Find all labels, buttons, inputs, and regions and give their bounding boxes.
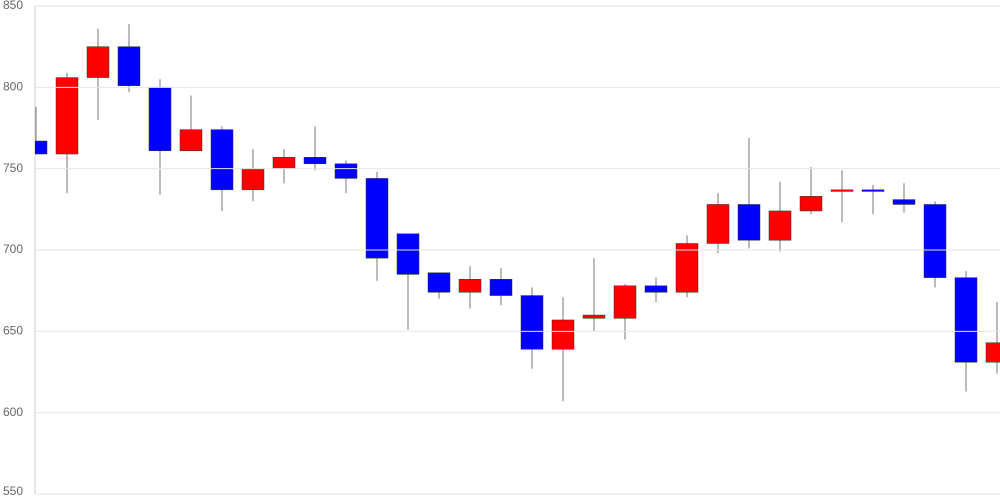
candle-body — [985, 342, 1000, 363]
y-tick-label: 750 — [3, 161, 23, 175]
candle-body — [117, 46, 141, 86]
candle-body — [582, 314, 606, 319]
candle-body — [830, 189, 854, 192]
candle-body — [892, 199, 916, 205]
y-tick-label: 800 — [3, 80, 23, 94]
candle-body — [489, 279, 513, 296]
candle-body — [520, 295, 544, 350]
candle-body — [210, 129, 234, 191]
candle-body — [706, 204, 730, 244]
candle-body — [768, 210, 792, 241]
candle-body — [644, 285, 668, 293]
candle-body — [396, 233, 420, 275]
candle-body — [179, 129, 203, 152]
candle-body — [86, 46, 110, 78]
y-tick-label: 650 — [3, 324, 23, 338]
candle-body — [365, 178, 389, 259]
candle-body — [427, 272, 451, 293]
candle-body — [551, 319, 575, 350]
candle-body — [272, 157, 296, 169]
y-tick-label: 600 — [3, 405, 23, 419]
candle-body — [458, 279, 482, 293]
candle-body — [55, 77, 79, 155]
y-tick-label: 850 — [3, 0, 23, 12]
candle-body — [613, 285, 637, 319]
candle-body — [675, 243, 699, 293]
candle-body — [954, 277, 978, 363]
candle-body — [861, 189, 885, 192]
y-tick-label: 550 — [3, 484, 23, 498]
candle-body — [923, 204, 947, 278]
candle-body — [35, 140, 48, 155]
candle-body — [799, 196, 823, 212]
candle-body — [148, 87, 172, 152]
plot-area — [35, 23, 1000, 402]
candle-body — [303, 157, 327, 165]
y-tick-label: 700 — [3, 242, 23, 256]
candle-body — [241, 168, 265, 191]
candle-body — [334, 163, 358, 179]
candle-body — [737, 204, 761, 241]
